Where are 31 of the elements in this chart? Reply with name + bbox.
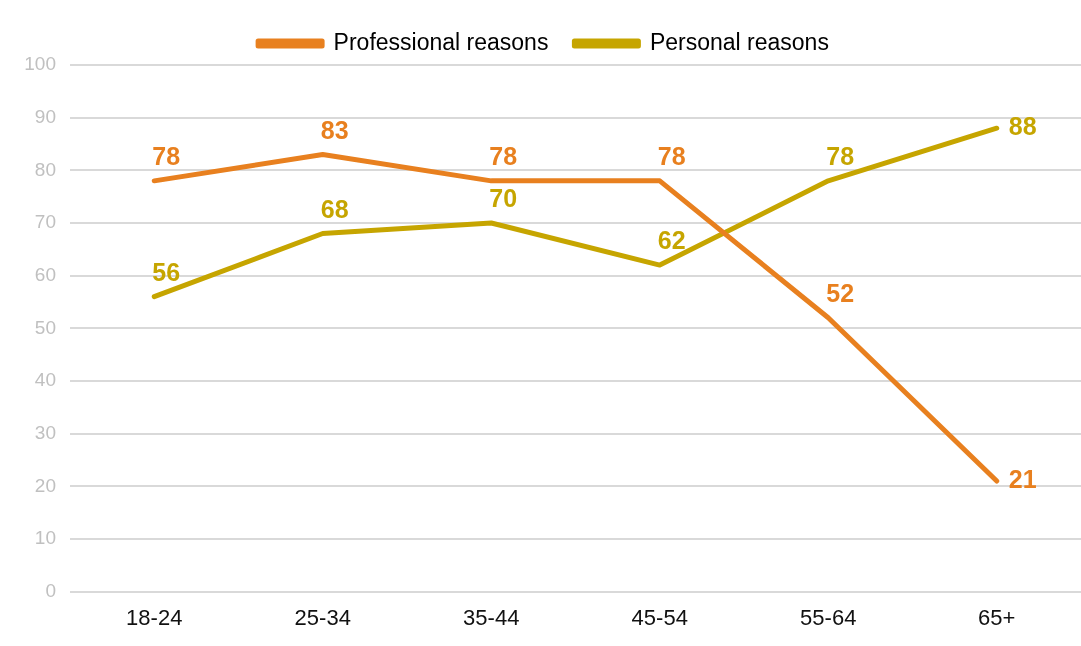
data-label: 88 — [1008, 112, 1037, 141]
y-tick-label: 50 — [34, 316, 56, 338]
y-tick-label: 80 — [34, 158, 56, 180]
y-tick-label: 30 — [34, 421, 56, 443]
data-label: 83 — [320, 115, 349, 144]
y-tick-label: 100 — [24, 53, 56, 75]
y-tick-label: 60 — [34, 263, 56, 285]
data-label: 21 — [1008, 464, 1037, 493]
y-tick-label: 90 — [34, 105, 56, 127]
y-tick-label: 70 — [34, 211, 56, 233]
x-tick-label: 18-24 — [126, 604, 183, 630]
x-tick-label: 45-54 — [631, 604, 688, 630]
data-label: 56 — [152, 258, 181, 287]
data-label: 78 — [152, 142, 181, 171]
data-label: 78 — [826, 142, 855, 171]
data-label: 62 — [657, 226, 686, 255]
data-label: 70 — [489, 184, 518, 213]
x-tick-label: 55-64 — [800, 604, 857, 630]
y-tick-label: 10 — [34, 527, 56, 549]
data-label: 78 — [489, 142, 518, 171]
data-label: 52 — [826, 279, 855, 308]
legend-label: Personal reasons — [649, 28, 829, 55]
y-tick-label: 0 — [45, 579, 56, 601]
x-tick-label: 25-34 — [294, 604, 351, 630]
x-tick-label: 35-44 — [463, 604, 520, 630]
x-tick-label: 65+ — [978, 604, 1016, 630]
y-tick-label: 20 — [34, 474, 56, 496]
data-label: 78 — [657, 142, 686, 171]
data-label: 68 — [320, 194, 349, 223]
legend-label: Professional reasons — [333, 28, 549, 55]
y-tick-label: 40 — [34, 369, 56, 391]
